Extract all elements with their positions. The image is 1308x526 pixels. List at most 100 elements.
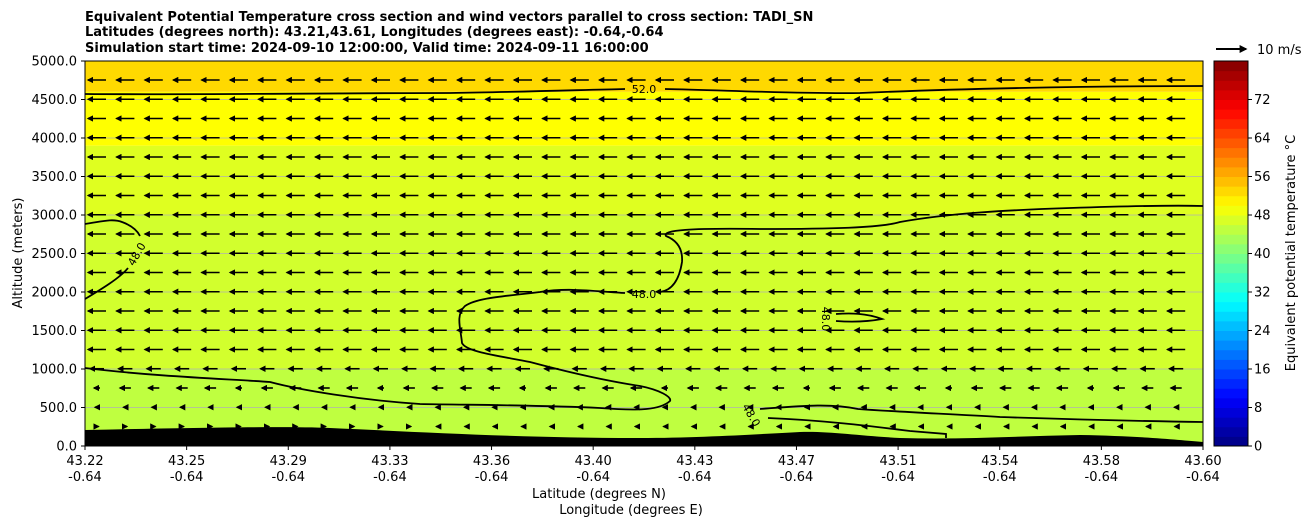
x-tick-latitude: 43.25 [168,454,205,469]
colorbar-segment [1214,147,1248,158]
colorbar-segment [1214,282,1248,293]
colorbar-segment [1214,224,1248,235]
colorbar-segment [1214,215,1248,226]
y-tick-label: 0.0 [56,440,77,455]
colorbar-segment [1214,426,1248,437]
contour-label-48-b: 48.0 [632,288,657,301]
colorbar-segment [1214,417,1248,428]
y-tick-label: 1000.0 [32,363,78,378]
colorbar-segment [1214,253,1248,264]
y-tick-label: 4500.0 [32,93,78,108]
x-tick-longitude: -0.64 [983,470,1017,485]
x-axis-label-longitude: Longitude (degrees E) [559,503,703,518]
colorbar-segment [1214,128,1248,139]
y-tick-label: 1500.0 [32,324,78,339]
x-tick-latitude: 43.29 [270,454,307,469]
contour-52 [85,85,1203,96]
contour-lines [85,85,1203,438]
colorbar-segment [1214,243,1248,254]
plot-area: 52.0 48.0 48.0 48.0 48.0 [85,61,1203,446]
colorbar-segment [1214,118,1248,129]
colorbar-tick-label: 56 [1254,170,1271,185]
field-band [85,61,1203,92]
x-tick-latitude: 43.47 [778,454,815,469]
colorbar-segment [1214,301,1248,312]
x-axis-ticks: 43.22-0.6443.25-0.6443.29-0.6443.33-0.64… [66,446,1222,485]
y-tick-label: 2500.0 [32,247,78,262]
colorbar-segment [1214,70,1248,81]
x-tick-latitude: 43.54 [981,454,1018,469]
chart-title-line-3: Simulation start time: 2024-09-10 12:00:… [85,41,649,56]
contour-48-right [659,204,1203,293]
colorbar-segment [1214,397,1248,408]
terrain-silhouette [85,427,1203,446]
field-band [85,145,1203,215]
colorbar-label: Equivalent potential temperature °C [1284,135,1299,371]
colorbar-segment [1214,320,1248,331]
x-tick-longitude: -0.64 [271,470,305,485]
colorbar-segment [1214,263,1248,274]
x-tick-latitude: 43.51 [879,454,916,469]
chart-title-line-1: Equivalent Potential Temperature cross s… [85,10,813,25]
x-tick-longitude: -0.64 [170,470,204,485]
y-tick-label: 2000.0 [32,286,78,301]
colorbar-tick-label: 0 [1254,440,1262,455]
x-tick-latitude: 43.60 [1184,454,1221,469]
colorbar [1214,61,1248,447]
colorbar-segment [1214,349,1248,360]
y-tick-label: 3500.0 [32,170,78,185]
colorbar-tick-label: 40 [1254,247,1271,262]
contour-48-small-loop [835,312,886,323]
colorbar-segment [1214,138,1248,149]
colorbar-tick-label: 32 [1254,286,1271,301]
x-tick-longitude: -0.64 [68,470,102,485]
x-tick-longitude: -0.64 [780,470,814,485]
contour-48-upper-left [85,219,141,300]
colorbar-tick-label: 16 [1254,363,1271,378]
y-tick-label: 3000.0 [32,209,78,224]
colorbar-segment [1214,157,1248,168]
colorbar-tick-label: 72 [1254,93,1271,108]
colorbar-segment [1214,407,1248,418]
colorbar-segment [1214,186,1248,197]
colorbar-segment [1214,378,1248,389]
colorbar-segment [1214,436,1248,447]
colorbar-segment [1214,166,1248,177]
x-tick-longitude: -0.64 [1085,470,1119,485]
x-tick-longitude: -0.64 [373,470,407,485]
colorbar-tick-label: 48 [1254,209,1271,224]
colorbar-segment [1214,359,1248,370]
y-tick-label: 500.0 [40,401,77,416]
colorbar-tick-label: 24 [1254,324,1271,339]
colorbar-segment [1214,80,1248,91]
x-tick-latitude: 43.40 [575,454,612,469]
x-tick-longitude: -0.64 [576,470,610,485]
colorbar-segment [1214,89,1248,100]
contour-label-52: 52.0 [632,83,657,96]
colorbar-segment [1214,388,1248,399]
quiver-key-label: 10 m/s [1257,43,1302,58]
colorbar-segment [1214,234,1248,245]
x-tick-longitude: -0.64 [475,470,509,485]
colorbar-segment [1214,311,1248,322]
x-tick-longitude: -0.64 [881,470,915,485]
x-tick-latitude: 43.58 [1083,454,1120,469]
x-axis-label-latitude: Latitude (degrees N) [532,487,666,502]
colorbar-segment [1214,292,1248,303]
y-axis-label: Altitude (meters) [11,198,26,309]
colorbar-segment [1214,195,1248,206]
x-tick-latitude: 43.43 [676,454,713,469]
colorbar-segment [1214,369,1248,380]
x-tick-latitude: 43.36 [473,454,510,469]
colorbar-segment [1214,61,1248,72]
colorbar-segment [1214,205,1248,216]
colorbar-segment [1214,272,1248,283]
contour-48-lower-right [759,404,1203,438]
colorbar-tick-label: 64 [1254,132,1271,147]
colorbar-segment [1214,99,1248,110]
colorbar-ticks: 0 8 16 24 32 40 48 56 64 72 [1248,93,1271,455]
y-tick-label: 4000.0 [32,132,78,147]
colorbar-segment [1214,340,1248,351]
y-axis-ticks: 0.0 500.0 1000.0 1500.0 2000.0 2500.0 3000.0 35… [32,55,85,455]
